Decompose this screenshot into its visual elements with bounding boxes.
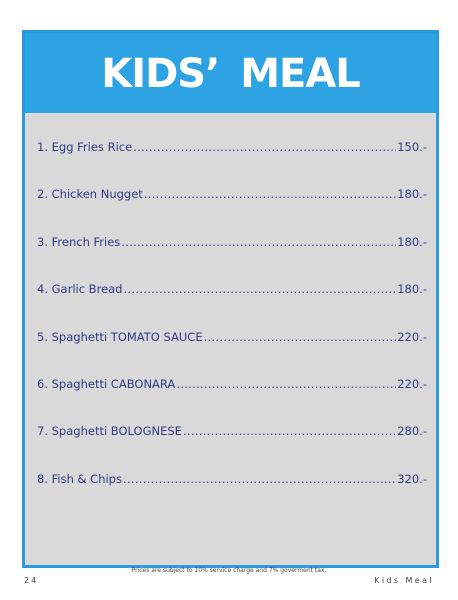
header-banner: KIDS’ MEAL <box>25 33 436 113</box>
menu-item: 5. Spaghetti TOMATO SAUCE 220.- <box>37 330 427 377</box>
dot-leader <box>133 140 396 154</box>
menu-item-name: 3. French Fries <box>37 234 121 249</box>
page-number: 24 <box>24 576 39 585</box>
dot-leader <box>176 377 396 391</box>
menu-item-price: 180.- <box>397 187 427 202</box>
menu-item-name: 7. Spaghetti BOLOGNESE <box>37 424 182 439</box>
menu-item: 6. Spaghetti CABONARA 220.- <box>37 377 427 424</box>
menu-item: 8. Fish & Chips 320.- <box>37 472 427 519</box>
menu-item: 1. Egg Fries Rice 150.- <box>37 140 427 187</box>
menu-panel: KIDS’ MEAL 1. Egg Fries Rice 150.- 2. Ch… <box>22 30 439 568</box>
menu-title: KIDS’ MEAL <box>101 51 361 97</box>
menu-item: 3. French Fries 180.- <box>37 235 427 282</box>
menu-item: 7. Spaghetti BOLOGNESE 280.- <box>37 424 427 471</box>
menu-item-price: 220.- <box>397 376 427 391</box>
menu-item-price: 320.- <box>397 471 427 486</box>
dot-leader <box>204 330 397 344</box>
dot-leader <box>123 282 396 296</box>
menu-item: 2. Chicken Nugget 180.- <box>37 187 427 234</box>
menu-item-price: 220.- <box>397 329 427 344</box>
menu-list: 1. Egg Fries Rice 150.- 2. Chicken Nugge… <box>37 140 427 519</box>
dot-leader <box>183 424 396 438</box>
menu-item-name: 4. Garlic Bread <box>37 282 123 297</box>
menu-item-name: 6. Spaghetti CABONARA <box>37 376 176 391</box>
menu-item-name: 5. Spaghetti TOMATO SAUCE <box>37 329 203 344</box>
menu-item-price: 280.- <box>397 424 427 439</box>
price-disclaimer: Prices are subject to 10% service charge… <box>131 567 327 574</box>
menu-item-price: 150.- <box>397 140 427 154</box>
section-name: Kids Meal <box>374 576 434 585</box>
menu-item-name: 2. Chicken Nugget <box>37 187 143 202</box>
menu-item: 4. Garlic Bread 180.- <box>37 282 427 329</box>
menu-item-price: 180.- <box>397 282 427 297</box>
dot-leader <box>123 472 396 486</box>
menu-item-price: 180.- <box>397 234 427 249</box>
dot-leader <box>144 187 396 201</box>
dot-leader <box>121 235 396 249</box>
menu-item-name: 8. Fish & Chips <box>37 471 122 486</box>
menu-item-name: 1. Egg Fries Rice <box>37 140 133 154</box>
